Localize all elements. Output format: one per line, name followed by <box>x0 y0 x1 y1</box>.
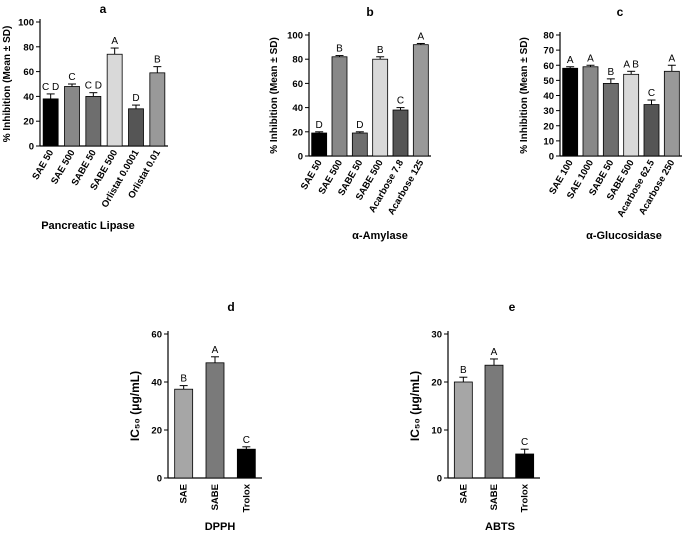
significance-label: D <box>132 93 139 104</box>
x-axis-title: α-Glucosidase <box>586 230 662 242</box>
significance-label: C <box>243 435 250 446</box>
significance-label: A <box>587 53 594 64</box>
significance-label: D <box>316 120 323 131</box>
y-tick-label: 20 <box>23 117 34 128</box>
bar <box>453 381 473 479</box>
y-tick-label: 70 <box>543 46 554 57</box>
bar <box>149 72 166 147</box>
y-tick-label: 20 <box>151 426 162 437</box>
panel-letter: d <box>227 300 234 314</box>
bar <box>106 53 123 147</box>
bar <box>205 362 225 479</box>
bar <box>412 44 429 157</box>
bar <box>128 108 144 147</box>
category-label: SABE <box>489 484 500 510</box>
y-tick-label: 80 <box>292 55 303 66</box>
x-axis-title: DPPH <box>205 521 236 533</box>
bar <box>174 388 194 479</box>
category-label: Trolox <box>520 483 531 512</box>
category-label: SAE <box>179 484 190 504</box>
bar <box>64 86 80 147</box>
significance-label: A <box>111 36 118 47</box>
y-tick-label: 40 <box>292 103 303 114</box>
significance-label: A <box>567 55 574 66</box>
panel-letter: c <box>617 5 624 19</box>
significance-label: A <box>491 347 498 358</box>
y-axis-label: % Inhibition (Mean ± SD) <box>2 26 13 143</box>
significance-label: C <box>68 72 75 83</box>
panel-letter: e <box>509 300 516 314</box>
significance-label: A <box>212 345 219 356</box>
panel-letter: b <box>366 5 373 19</box>
significance-label: C <box>397 96 404 107</box>
bar <box>582 66 599 157</box>
bar <box>85 96 102 147</box>
significance-label: D <box>356 120 363 131</box>
bar <box>351 132 368 157</box>
category-label: SABE <box>210 484 221 510</box>
y-axis-label: % Inhibition (Mean ± SD) <box>519 37 530 154</box>
significance-label: B <box>377 45 384 56</box>
y-axis-label: IC₅₀ (μg/mL) <box>408 371 422 441</box>
significance-label: C D <box>42 82 59 93</box>
significance-label: A B <box>623 59 639 70</box>
y-tick-label: 0 <box>298 152 303 163</box>
significance-label: C <box>521 437 528 448</box>
y-tick-label: 100 <box>287 31 303 42</box>
y-tick-label: 20 <box>292 127 303 138</box>
bar <box>663 70 680 157</box>
significance-label: B <box>336 44 343 55</box>
y-tick-label: 60 <box>543 61 554 72</box>
significance-label: C <box>648 88 655 99</box>
bar <box>562 67 579 157</box>
bar <box>602 83 619 157</box>
bar <box>515 453 535 479</box>
x-axis-title: Pancreatic Lipase <box>41 220 135 232</box>
significance-label: B <box>460 365 467 376</box>
y-tick-label: 30 <box>431 330 442 341</box>
bar <box>311 132 328 157</box>
y-tick-label: 10 <box>431 426 442 437</box>
bar <box>42 98 59 147</box>
y-tick-label: 40 <box>543 91 554 102</box>
significance-label: A <box>668 53 675 64</box>
bar <box>484 364 504 479</box>
y-tick-label: 30 <box>543 106 554 117</box>
x-axis-title: α-Amylase <box>352 230 408 242</box>
y-axis-label: % Inhibition (Mean ± SD) <box>269 37 280 154</box>
bar <box>623 73 640 157</box>
y-tick-label: 0 <box>157 474 162 485</box>
y-tick-label: 60 <box>23 67 34 78</box>
y-tick-label: 80 <box>23 42 34 53</box>
y-axis-label: IC₅₀ (μg/mL) <box>128 371 142 441</box>
category-label: SAE <box>458 484 469 504</box>
significance-label: B <box>180 374 187 385</box>
bar <box>372 58 389 157</box>
y-tick-label: 60 <box>151 330 162 341</box>
significance-label: A <box>417 31 424 42</box>
bar <box>331 56 348 157</box>
y-tick-label: 0 <box>29 142 34 153</box>
significance-label: C D <box>85 81 102 92</box>
y-tick-label: 50 <box>543 76 554 87</box>
y-tick-label: 60 <box>292 79 303 90</box>
bar <box>643 104 660 157</box>
panel-letter: a <box>100 2 107 16</box>
y-tick-label: 20 <box>431 378 442 389</box>
y-tick-label: 80 <box>543 31 554 42</box>
y-tick-label: 0 <box>549 152 554 163</box>
y-tick-label: 10 <box>543 136 554 147</box>
significance-label: B <box>607 67 614 78</box>
bar <box>392 109 409 157</box>
significance-label: B <box>154 55 161 66</box>
y-tick-label: 40 <box>23 92 34 103</box>
y-tick-label: 40 <box>151 378 162 389</box>
category-label: Trolox <box>241 483 252 512</box>
y-tick-label: 20 <box>543 121 554 132</box>
y-tick-label: 0 <box>437 474 442 485</box>
y-tick-label: 100 <box>18 18 34 29</box>
x-axis-title: ABTS <box>485 521 515 533</box>
bar <box>236 448 256 479</box>
